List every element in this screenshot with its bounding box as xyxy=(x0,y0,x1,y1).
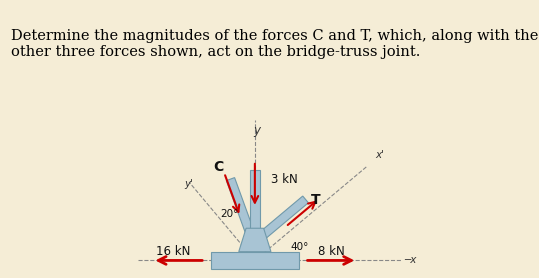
Text: 3 kN: 3 kN xyxy=(271,173,298,187)
Text: 8 kN: 8 kN xyxy=(317,245,344,258)
Polygon shape xyxy=(258,196,308,240)
Polygon shape xyxy=(211,252,299,269)
Text: y': y' xyxy=(184,179,194,189)
Polygon shape xyxy=(226,178,254,236)
Text: T: T xyxy=(310,193,320,207)
Text: 20°: 20° xyxy=(220,208,239,219)
Text: Determine the magnitudes of the forces C and T, which, along with the
other thre: Determine the magnitudes of the forces C… xyxy=(11,29,538,59)
Text: ─x: ─x xyxy=(404,255,417,265)
Text: 40°: 40° xyxy=(290,242,308,252)
Text: C: C xyxy=(213,160,223,174)
Text: 16 kN: 16 kN xyxy=(156,245,190,258)
Polygon shape xyxy=(239,228,271,252)
Text: y: y xyxy=(253,124,260,137)
Text: x': x' xyxy=(375,150,384,160)
Polygon shape xyxy=(250,170,260,234)
